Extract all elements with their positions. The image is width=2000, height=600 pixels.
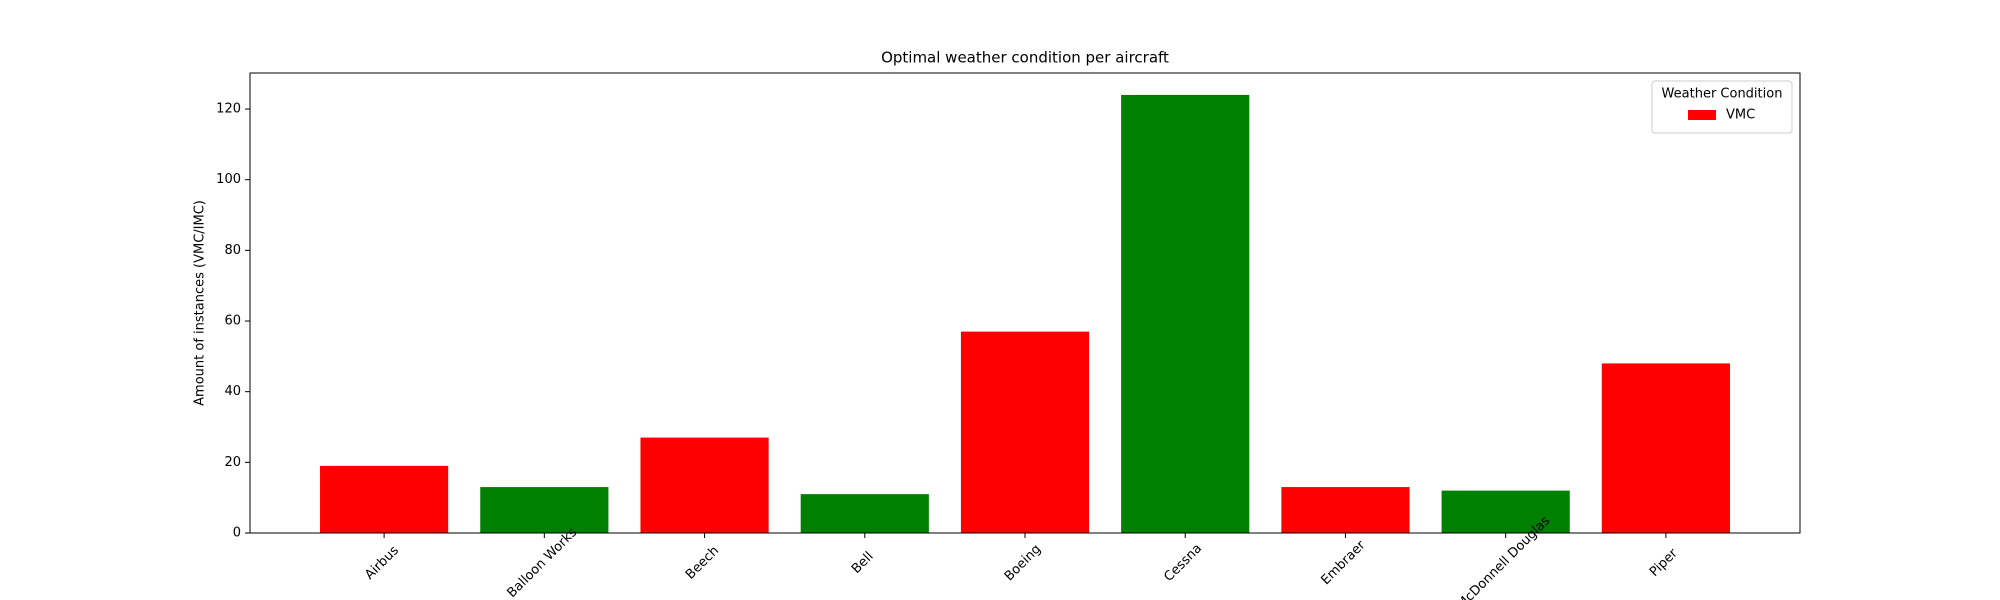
bar	[1281, 487, 1410, 533]
bar	[1441, 490, 1570, 533]
bar	[320, 465, 449, 533]
bar	[960, 331, 1090, 533]
y-tick-label: 60	[224, 314, 241, 329]
bar	[640, 437, 769, 533]
y-axis-label: Amount of instances (VMC/IMC)	[193, 200, 208, 406]
plot-frame	[249, 72, 1801, 534]
y-tick-label: 120	[216, 102, 241, 117]
y-tick-label: 40	[224, 384, 241, 399]
legend-label: VMC	[1726, 108, 1755, 123]
bar	[1121, 94, 1250, 534]
legend-swatch	[1688, 110, 1716, 120]
legend-title: Weather Condition	[1662, 87, 1783, 102]
y-tick-label: 100	[216, 172, 241, 187]
chart-title: Optimal weather condition per aircraft	[881, 49, 1169, 67]
y-tick-label: 20	[224, 455, 241, 470]
bar	[480, 487, 609, 533]
y-tick-label: 0	[233, 526, 241, 541]
bar	[1601, 363, 1730, 533]
bar	[800, 494, 929, 533]
y-tick-label: 80	[224, 243, 241, 258]
legend-box	[1651, 80, 1793, 134]
